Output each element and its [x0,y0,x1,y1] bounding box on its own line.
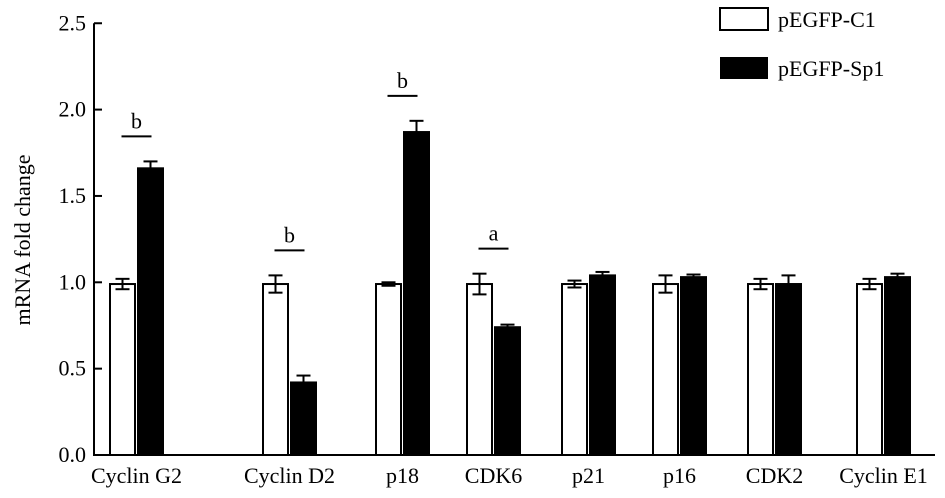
bar-sp1 [589,274,616,456]
legend-swatch-c1 [719,7,769,31]
bar-c1 [466,283,493,457]
bar-sp1 [290,381,317,456]
legend: pEGFP-C1 pEGFP-Sp1 [719,7,884,81]
bar-c1 [262,283,289,457]
bar-c1 [652,283,679,457]
bar-sp1 [884,276,911,456]
significance-label: a [489,221,499,246]
x-tick-label: Cyclin E1 [839,463,928,488]
bar-sp1 [403,131,430,456]
x-tick-label: p16 [663,463,696,488]
x-tick-label: CDK2 [746,463,803,488]
y-axis-label: mRNA fold change [10,154,35,325]
y-tick-label: 1.0 [59,269,87,294]
bar-c1 [856,283,883,457]
bar-sp1 [775,283,802,457]
bar-c1 [109,283,136,457]
bar-sp1 [137,167,164,456]
y-tick-label: 2.0 [59,97,87,122]
y-tick-label: 2.5 [59,10,87,35]
legend-swatch-sp1 [720,57,768,79]
legend-label-sp1: pEGFP-Sp1 [778,56,884,81]
x-tick-label: Cyclin G2 [91,463,182,488]
x-tick-label: CDK6 [465,463,522,488]
bar-c1 [561,283,588,457]
x-tick-label: p21 [572,463,605,488]
legend-label-c1: pEGFP-C1 [778,7,876,32]
bar-sp1 [680,276,707,456]
y-tick-label: 0.0 [59,442,87,467]
significance-label: b [131,108,142,133]
y-tick-label: 1.5 [59,183,87,208]
bar-sp1 [494,326,521,456]
bar-c1 [375,283,402,457]
bar-c1 [747,283,774,457]
y-tick-label: 0.5 [59,356,87,381]
x-tick-label: Cyclin D2 [244,463,335,488]
significance-label: b [284,222,295,247]
significance-label: b [397,68,408,93]
x-tick-label: p18 [386,463,419,488]
